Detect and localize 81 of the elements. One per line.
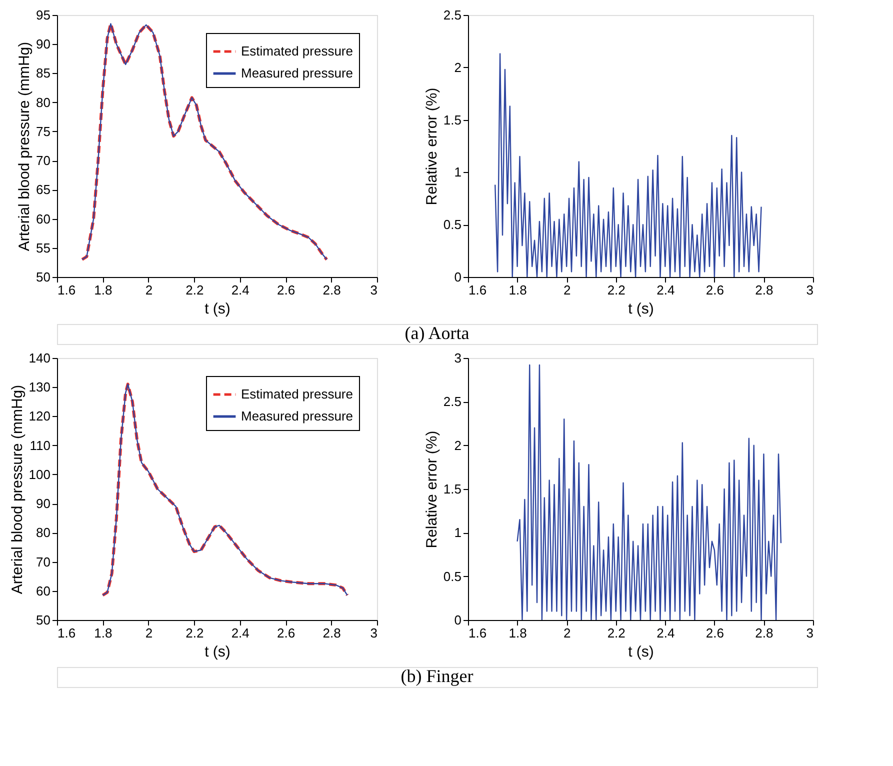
y-tick-label: 85 (36, 66, 50, 81)
x-tick-label: 3 (806, 626, 814, 640)
x-tick-label: 2.6 (706, 282, 724, 298)
y-tick-label: 70 (36, 153, 50, 168)
x-tick-label: 1.6 (58, 626, 76, 640)
legend-label: Estimated pressure (241, 44, 353, 58)
x-tick-label: 1.6 (468, 626, 487, 640)
x-tick-label: 2 (563, 626, 571, 640)
y-tick-label: 80 (36, 94, 50, 110)
y-axis-title: Relative error (%) (423, 88, 440, 206)
y-axis-title: Arterial blood pressure (mmHg) (16, 42, 34, 252)
y-tick-label: 2.5 (443, 8, 462, 22)
y-tick-label: 1.5 (443, 482, 462, 496)
y-tick-label: 0 (454, 612, 462, 628)
y-tick-label: 130 (28, 380, 50, 395)
legend-label: Measured pressure (241, 408, 353, 424)
x-axis-title: t (s) (628, 644, 654, 660)
x-tick-label: 3 (806, 282, 814, 298)
text: (a) Aorta (404, 323, 470, 343)
y-tick-label: 0.5 (443, 217, 462, 232)
x-tick-label: 2.4 (231, 282, 250, 298)
x-tick-label: 2.8 (755, 282, 774, 298)
y-tick-label: 75 (36, 124, 50, 139)
x-tick-label: 2.2 (607, 282, 626, 298)
x-tick-label: 2.8 (322, 626, 341, 640)
x-tick-label: 3 (370, 282, 378, 298)
x-axis-title: t (s) (204, 300, 230, 318)
x-axis-title: t (s) (628, 300, 654, 318)
y-tick-label: 110 (30, 438, 50, 453)
y-tick-label: 2.5 (443, 394, 462, 410)
y-tick-label: 55 (36, 240, 50, 256)
line-series (516, 364, 782, 620)
y-tick-label: 0 (454, 270, 462, 284)
line-series (494, 53, 762, 277)
x-tick-label: 2.6 (706, 626, 724, 640)
x-tick-label: 1.6 (58, 282, 76, 298)
y-tick-label: 120 (28, 408, 50, 424)
y-tick-label: 2 (454, 60, 462, 75)
y-tick-label: 3 (454, 350, 462, 366)
y-tick-label: 95 (36, 8, 50, 22)
y-tick-label: 90 (36, 496, 50, 512)
y-tick-label: 80 (36, 525, 50, 540)
y-axis-title: Relative error (%) (423, 430, 440, 548)
x-tick-label: 2.2 (186, 626, 204, 640)
x-tick-label: 1.6 (468, 282, 487, 298)
x-tick-label: 1.8 (508, 626, 527, 640)
y-tick-label: 50 (36, 612, 50, 628)
x-tick-label: 2.8 (322, 282, 341, 298)
y-tick-label: 65 (36, 182, 50, 198)
x-tick-label: 1.8 (94, 626, 112, 640)
x-axis-title: t (s) (204, 644, 230, 660)
y-tick-label: 2 (454, 438, 462, 453)
x-tick-label: 2.4 (656, 626, 675, 640)
x-tick-label: 2 (145, 282, 153, 298)
y-tick-label: 50 (36, 270, 50, 284)
y-axis-title: Arterial blood pressure (mmHg) (8, 384, 26, 594)
x-tick-label: 2 (145, 626, 153, 640)
legend-label: Estimated pressure (241, 386, 353, 402)
y-tick-label: 100 (28, 466, 50, 482)
x-tick-label: 2.6 (277, 282, 296, 298)
x-tick-label: 2.4 (656, 282, 675, 298)
y-tick-label: 140 (28, 350, 50, 366)
y-tick-label: 0.5 (443, 568, 462, 584)
y-tick-label: 1.5 (443, 112, 462, 128)
x-tick-label: 2.2 (186, 282, 204, 298)
x-tick-label: 2.8 (755, 626, 774, 640)
x-tick-label: 3 (370, 626, 378, 640)
y-tick-label: 60 (36, 211, 50, 226)
y-tick-label: 1 (454, 164, 462, 180)
x-tick-label: 1.8 (508, 282, 527, 298)
y-tick-label: 60 (36, 583, 50, 598)
x-tick-label: 2.6 (277, 626, 296, 640)
x-tick-label: 2 (563, 282, 571, 298)
x-tick-label: 2.2 (607, 626, 626, 640)
y-tick-label: 90 (36, 36, 50, 52)
x-tick-label: 2.4 (231, 626, 250, 640)
legend-label: Measured pressure (241, 66, 353, 80)
y-tick-label: 1 (454, 525, 462, 540)
y-tick-label: 70 (36, 554, 50, 570)
x-tick-label: 1.8 (94, 282, 112, 298)
text: (b) Finger (400, 666, 474, 686)
